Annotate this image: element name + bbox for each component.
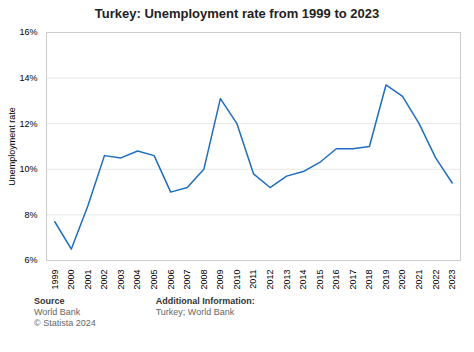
html-text:Turkey; World Bank: Turkey; World Bank (155, 307, 235, 317)
html-text:Turkey: Unemployment rate from: Turkey: Unemployment rate from 1999 to 2… (94, 6, 380, 21)
svg-text:2023: 2023 (447, 270, 457, 290)
svg-text:2007: 2007 (182, 270, 192, 290)
svg-text:2012: 2012 (265, 270, 275, 290)
svg-text:2001: 2001 (83, 270, 93, 290)
svg-text:2019: 2019 (381, 270, 391, 290)
svg-text:2020: 2020 (397, 270, 407, 290)
svg-text:2022: 2022 (431, 270, 441, 290)
svg-text:2017: 2017 (348, 270, 358, 290)
svg-text:2002: 2002 (99, 270, 109, 290)
svg-text:2021: 2021 (414, 270, 424, 290)
svg-text:6%: 6% (24, 255, 37, 265)
svg-text:2015: 2015 (315, 270, 325, 290)
svg-text:1999: 1999 (50, 270, 60, 290)
svg-text:2008: 2008 (199, 270, 209, 290)
html-text:Source: Source (34, 296, 65, 306)
svg-text:2010: 2010 (232, 270, 242, 290)
svg-text:14%: 14% (19, 73, 37, 83)
svg-text:10%: 10% (19, 164, 37, 174)
html-text:World Bank: World Bank (34, 307, 81, 317)
svg-text:2014: 2014 (298, 270, 308, 290)
svg-text:2000: 2000 (66, 270, 76, 290)
html-text:Additional Information:: Additional Information: (155, 296, 255, 306)
svg-text:2006: 2006 (166, 270, 176, 290)
svg-text:2003: 2003 (116, 270, 126, 290)
svg-text:16%: 16% (19, 27, 37, 37)
svg-text:2016: 2016 (331, 270, 341, 290)
svg-text:2018: 2018 (364, 270, 374, 290)
svg-text:2011: 2011 (248, 270, 258, 289)
svg-text:8%: 8% (24, 210, 37, 220)
svg-text:2009: 2009 (215, 270, 225, 290)
svg-text:2004: 2004 (132, 270, 142, 290)
svg-text:2013: 2013 (282, 270, 292, 290)
svg-text:12%: 12% (19, 119, 37, 129)
svg-text:2005: 2005 (149, 270, 159, 290)
svg-text:Unemployment rate: Unemployment rate (7, 107, 17, 186)
html-text:© Statista 2024: © Statista 2024 (34, 318, 96, 328)
